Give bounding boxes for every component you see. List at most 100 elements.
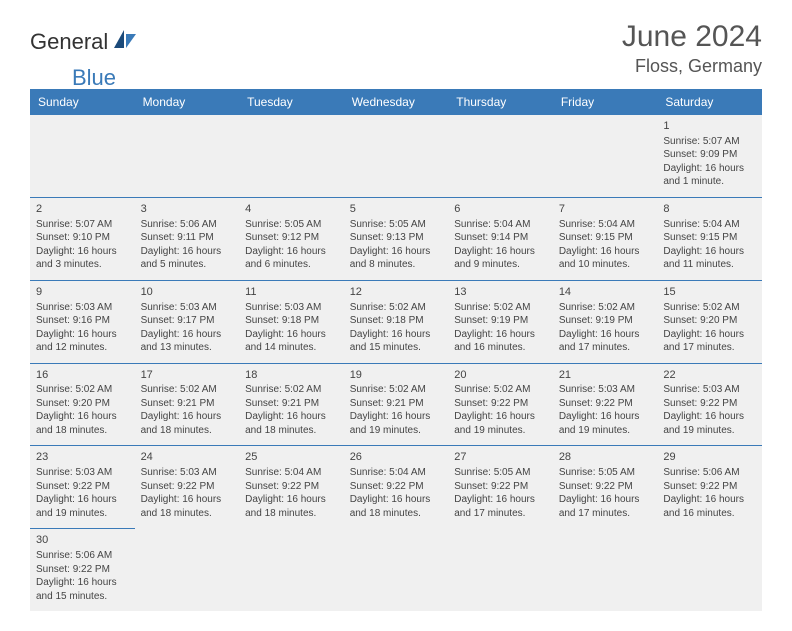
day-day2: and 8 minutes.: [350, 258, 443, 272]
day-day1: Daylight: 16 hours: [559, 410, 652, 424]
day-number: 6: [454, 202, 547, 217]
day-day1: Daylight: 16 hours: [454, 328, 547, 342]
calendar-day-cell: [135, 115, 240, 197]
day-sunrise: Sunrise: 5:05 AM: [245, 218, 338, 232]
day-day1: Daylight: 16 hours: [454, 410, 547, 424]
day-number: 14: [559, 285, 652, 300]
day-sunrise: Sunrise: 5:06 AM: [663, 466, 756, 480]
calendar-day-cell: 20Sunrise: 5:02 AMSunset: 9:22 PMDayligh…: [448, 363, 553, 446]
day-sunset: Sunset: 9:22 PM: [350, 480, 443, 494]
day-day1: Daylight: 16 hours: [454, 245, 547, 259]
day-number: 30: [36, 533, 129, 548]
calendar-day-cell: [448, 529, 553, 611]
day-sunset: Sunset: 9:20 PM: [663, 314, 756, 328]
day-number: 7: [559, 202, 652, 217]
day-sunset: Sunset: 9:15 PM: [663, 231, 756, 245]
day-sunrise: Sunrise: 5:05 AM: [559, 466, 652, 480]
day-day1: Daylight: 16 hours: [559, 493, 652, 507]
day-sunrise: Sunrise: 5:02 AM: [559, 301, 652, 315]
day-day2: and 12 minutes.: [36, 341, 129, 355]
calendar-day-cell: [135, 529, 240, 611]
day-sunrise: Sunrise: 5:06 AM: [36, 549, 129, 563]
day-sunset: Sunset: 9:17 PM: [141, 314, 234, 328]
calendar-day-cell: 9Sunrise: 5:03 AMSunset: 9:16 PMDaylight…: [30, 280, 135, 363]
calendar-week-row: 30Sunrise: 5:06 AMSunset: 9:22 PMDayligh…: [30, 529, 762, 611]
day-day2: and 17 minutes.: [454, 507, 547, 521]
calendar-day-cell: 29Sunrise: 5:06 AMSunset: 9:22 PMDayligh…: [657, 446, 762, 529]
day-sunset: Sunset: 9:16 PM: [36, 314, 129, 328]
day-sunrise: Sunrise: 5:03 AM: [245, 301, 338, 315]
calendar-day-cell: 30Sunrise: 5:06 AMSunset: 9:22 PMDayligh…: [30, 529, 135, 611]
day-day1: Daylight: 16 hours: [141, 328, 234, 342]
day-number: 29: [663, 450, 756, 465]
day-sunset: Sunset: 9:15 PM: [559, 231, 652, 245]
calendar-day-cell: [30, 115, 135, 197]
day-day1: Daylight: 16 hours: [350, 493, 443, 507]
day-sunrise: Sunrise: 5:02 AM: [663, 301, 756, 315]
day-day1: Daylight: 16 hours: [36, 576, 129, 590]
day-sunset: Sunset: 9:22 PM: [663, 397, 756, 411]
day-sunrise: Sunrise: 5:02 AM: [245, 383, 338, 397]
day-day2: and 3 minutes.: [36, 258, 129, 272]
day-day2: and 14 minutes.: [245, 341, 338, 355]
title-block: June 2024 Floss, Germany: [622, 20, 762, 77]
day-number: 28: [559, 450, 652, 465]
day-number: 12: [350, 285, 443, 300]
day-sunrise: Sunrise: 5:05 AM: [454, 466, 547, 480]
logo-text-blue: Blue: [72, 65, 116, 91]
day-day2: and 16 minutes.: [663, 507, 756, 521]
weekday-header: Monday: [135, 89, 240, 115]
day-day1: Daylight: 16 hours: [559, 245, 652, 259]
calendar-day-cell: 5Sunrise: 5:05 AMSunset: 9:13 PMDaylight…: [344, 197, 449, 280]
day-sunset: Sunset: 9:21 PM: [141, 397, 234, 411]
day-day1: Daylight: 16 hours: [141, 410, 234, 424]
day-sunrise: Sunrise: 5:07 AM: [663, 135, 756, 149]
calendar-day-cell: 24Sunrise: 5:03 AMSunset: 9:22 PMDayligh…: [135, 446, 240, 529]
day-sunset: Sunset: 9:18 PM: [245, 314, 338, 328]
day-sunset: Sunset: 9:22 PM: [559, 397, 652, 411]
calendar-day-cell: [239, 115, 344, 197]
day-sunrise: Sunrise: 5:03 AM: [36, 301, 129, 315]
day-sunrise: Sunrise: 5:02 AM: [141, 383, 234, 397]
day-number: 10: [141, 285, 234, 300]
day-number: 5: [350, 202, 443, 217]
day-day2: and 18 minutes.: [350, 507, 443, 521]
day-number: 13: [454, 285, 547, 300]
day-sunset: Sunset: 9:09 PM: [663, 148, 756, 162]
day-sunset: Sunset: 9:22 PM: [559, 480, 652, 494]
day-day2: and 18 minutes.: [245, 424, 338, 438]
day-day1: Daylight: 16 hours: [663, 245, 756, 259]
calendar-day-cell: 12Sunrise: 5:02 AMSunset: 9:18 PMDayligh…: [344, 280, 449, 363]
day-day2: and 11 minutes.: [663, 258, 756, 272]
day-day1: Daylight: 16 hours: [663, 162, 756, 176]
day-day2: and 5 minutes.: [141, 258, 234, 272]
day-number: 23: [36, 450, 129, 465]
calendar-day-cell: [657, 529, 762, 611]
day-sunset: Sunset: 9:19 PM: [454, 314, 547, 328]
calendar-day-cell: 19Sunrise: 5:02 AMSunset: 9:21 PMDayligh…: [344, 363, 449, 446]
day-sunset: Sunset: 9:12 PM: [245, 231, 338, 245]
calendar-day-cell: 11Sunrise: 5:03 AMSunset: 9:18 PMDayligh…: [239, 280, 344, 363]
day-day2: and 19 minutes.: [663, 424, 756, 438]
day-day2: and 17 minutes.: [663, 341, 756, 355]
logo: General: [30, 20, 140, 55]
day-sunrise: Sunrise: 5:03 AM: [141, 301, 234, 315]
day-sunset: Sunset: 9:10 PM: [36, 231, 129, 245]
day-number: 17: [141, 368, 234, 383]
day-number: 22: [663, 368, 756, 383]
day-number: 8: [663, 202, 756, 217]
day-day1: Daylight: 16 hours: [36, 493, 129, 507]
calendar-week-row: 9Sunrise: 5:03 AMSunset: 9:16 PMDaylight…: [30, 280, 762, 363]
day-sunrise: Sunrise: 5:04 AM: [559, 218, 652, 232]
calendar-day-cell: 1Sunrise: 5:07 AMSunset: 9:09 PMDaylight…: [657, 115, 762, 197]
day-day2: and 13 minutes.: [141, 341, 234, 355]
calendar-day-cell: 6Sunrise: 5:04 AMSunset: 9:14 PMDaylight…: [448, 197, 553, 280]
day-day2: and 19 minutes.: [559, 424, 652, 438]
calendar-day-cell: 7Sunrise: 5:04 AMSunset: 9:15 PMDaylight…: [553, 197, 658, 280]
day-number: 2: [36, 202, 129, 217]
calendar-day-cell: 10Sunrise: 5:03 AMSunset: 9:17 PMDayligh…: [135, 280, 240, 363]
calendar-day-cell: 8Sunrise: 5:04 AMSunset: 9:15 PMDaylight…: [657, 197, 762, 280]
day-day1: Daylight: 16 hours: [350, 328, 443, 342]
day-sunrise: Sunrise: 5:07 AM: [36, 218, 129, 232]
calendar-day-cell: [239, 529, 344, 611]
